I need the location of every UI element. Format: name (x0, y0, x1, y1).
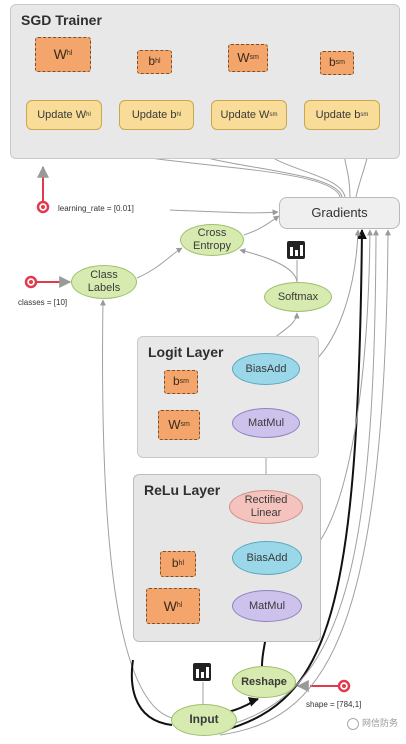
logit-b-sm-sub: sm (179, 377, 190, 385)
classes-param-icon-dot (29, 280, 33, 284)
edge-input-to-reshape (227, 697, 259, 713)
rectified-linear-line-1: Rectified (244, 494, 288, 507)
edge-input-to-labels (99, 299, 173, 719)
w-sm-main: W (237, 49, 250, 65)
update-b-hl-sub: hl (176, 111, 182, 118)
gradients-node: Gradients (279, 197, 400, 229)
update-b-sm-node: Update b sm (304, 100, 380, 130)
input-summary-icon (193, 663, 211, 681)
watermark-icon (346, 718, 359, 730)
update-b-sm-main: Update b (315, 108, 361, 121)
relu-matmul-node: MatMul (232, 590, 302, 622)
update-w-sm-main: Update W (220, 108, 270, 121)
edge-input-left-loop (130, 659, 173, 726)
class-labels-node: Class Labels (71, 265, 137, 299)
edge-labels-to-cross (136, 247, 183, 279)
softmax-node: Softmax (264, 282, 332, 312)
reshape-node: Reshape (232, 666, 296, 698)
edge-cross-to-grad (243, 215, 280, 236)
w-hl-sub: hl (66, 50, 73, 58)
sgd-trainer-panel: SGD Trainer (10, 4, 400, 159)
relu-w-hl-sub: hl (176, 601, 183, 609)
relu-w-hl-main: W (163, 597, 177, 614)
classes-label: classes = [10] (18, 298, 68, 307)
logit-biasadd-node: BiasAdd (232, 353, 300, 385)
edge-learning-rate-to-grad (169, 209, 279, 216)
update-b-hl-node: Update b hl (119, 100, 194, 130)
shape-param-icon-dot (342, 684, 346, 688)
edge-input-to-grad-1 (224, 229, 367, 731)
logit-matmul-node: MatMul (232, 408, 300, 438)
b-sm-main: b (328, 55, 336, 70)
learning-rate-param-icon-dot (41, 205, 45, 209)
update-b-sm-sub: sm (360, 111, 369, 118)
update-w-hl-sub: hl (86, 111, 91, 118)
learning-rate-label: learning_rate = [0.01] (58, 204, 134, 213)
shape-label: shape = [784,1] (306, 700, 362, 709)
cross-entropy-line-2: Entropy (193, 240, 231, 252)
b-sm-variable: b sm (320, 51, 354, 75)
b-hl-sub: hl (155, 57, 161, 65)
rectified-linear-node: Rectified Linear (229, 490, 303, 524)
logit-w-sm-main: W (168, 416, 181, 432)
logit-layer-title: Logit Layer (148, 344, 224, 360)
class-labels-line-2: Labels (87, 282, 121, 294)
edge-input-to-grad-3 (219, 229, 391, 736)
cross-entropy-line-1: Cross (197, 227, 227, 240)
b-sm-sub: sm (335, 58, 346, 66)
relu-b-hl-sub: hl (178, 559, 185, 567)
w-hl-main: W (53, 46, 67, 63)
watermark-text: 网信防务 (361, 718, 398, 729)
update-b-hl-main: Update b (131, 108, 177, 121)
relu-biasadd-node: BiasAdd (232, 541, 302, 575)
watermark: 网信防务 (346, 716, 398, 730)
update-w-hl-main: Update W (37, 108, 87, 121)
logit-b-sm-main: b (172, 374, 180, 389)
sgd-trainer-title: SGD Trainer (21, 12, 102, 28)
class-labels-line-1: Class (90, 269, 118, 282)
w-sm-sub: sm (249, 53, 259, 61)
update-w-sm-sub: sm (269, 111, 278, 118)
softmax-summary-icon (287, 241, 305, 259)
relu-b-hl-variable: b hl (160, 551, 196, 577)
cross-entropy-node: Cross Entropy (180, 224, 244, 256)
rectified-linear-line-2: Linear (250, 507, 282, 519)
logit-b-sm-variable: b sm (164, 370, 198, 394)
logit-w-sm-sub: sm (180, 420, 190, 428)
b-hl-variable: b hl (137, 50, 172, 74)
edge-input-to-grad-2 (231, 229, 379, 725)
b-hl-main: b (148, 54, 156, 69)
relu-b-hl-main: b (171, 556, 179, 571)
relu-layer-title: ReLu Layer (144, 482, 221, 498)
edge-softmax-to-cross (239, 248, 298, 283)
input-node: Input (171, 704, 237, 736)
